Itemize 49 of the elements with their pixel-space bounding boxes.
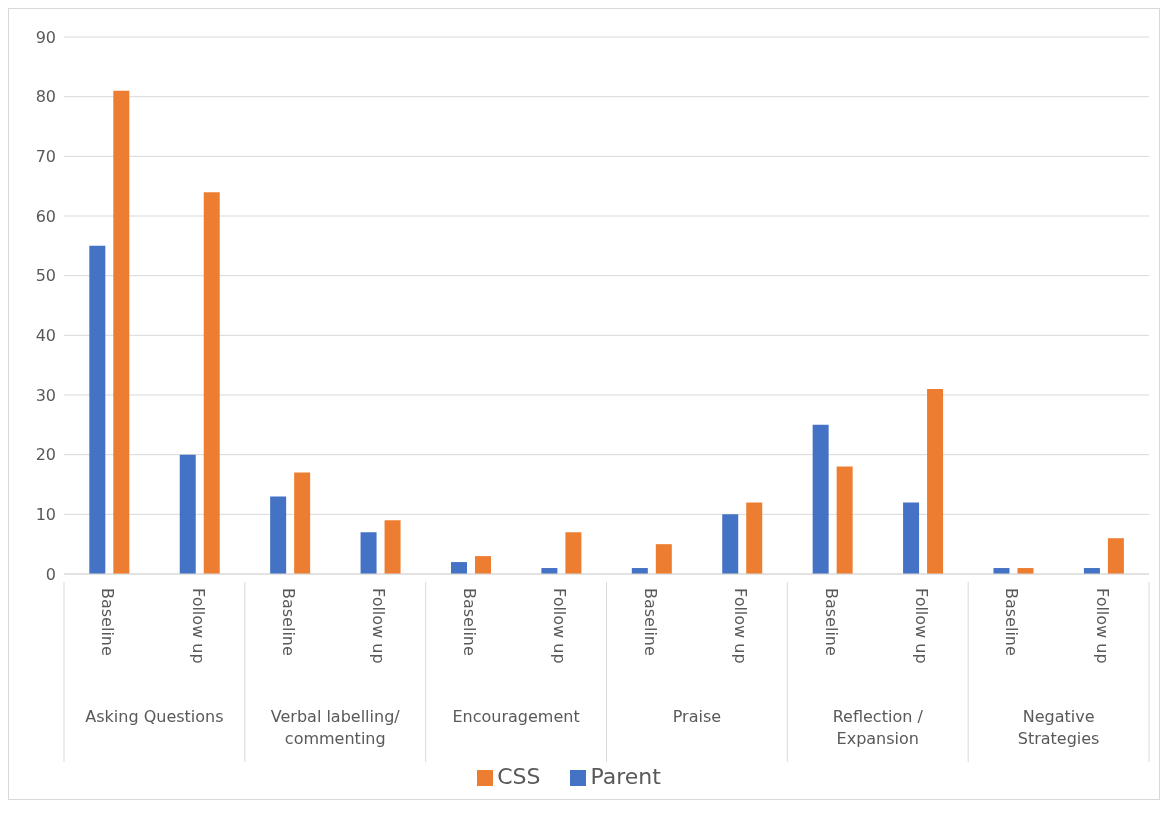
bar [179,454,196,574]
bar [384,520,401,574]
y-tick-label: 90 [35,27,56,47]
y-tick-label: 10 [35,505,56,525]
legend-label: CSS [497,764,541,789]
y-tick-label: 80 [35,87,56,107]
bar [565,532,582,574]
y-tick-label: 20 [35,445,56,465]
text: Praise [672,707,722,726]
x-tick-label: Baseline [279,588,299,656]
x-tick-label: Follow up [731,588,751,664]
bar [812,424,829,574]
x-tick-label: Follow up [1092,588,1112,664]
y-tick-label: 40 [35,326,56,346]
y-tick-label: 30 [35,385,56,405]
bar [836,466,853,574]
bar [270,496,287,574]
bar [89,245,106,574]
legend-label: Parent [590,764,661,789]
x-tick-label: Follow up [369,588,389,664]
y-tick-label: 50 [35,266,56,286]
bar [927,389,944,574]
bar [1107,538,1124,574]
x-tick-label: Follow up [188,588,208,664]
bar [360,532,377,574]
text: Verbal labelling/ commenting [270,707,401,748]
x-tick-label: Baseline [459,588,479,656]
x-tick-label: Baseline [821,588,841,656]
y-tick-label: 60 [35,206,56,226]
y-tick-label: 0 [45,564,56,584]
bar [722,514,739,574]
bar [903,502,920,574]
x-tick-label: Baseline [640,588,660,656]
x-tick-label: Follow up [550,588,570,664]
bar [450,562,467,574]
x-tick-label: Follow up [911,588,931,664]
bar [746,502,763,574]
text: Asking Questions [85,707,224,726]
bar [294,472,311,574]
x-tick-label: Baseline [1002,588,1022,656]
text: Reflection / Expansion [832,707,924,748]
text: Encouragement [452,707,580,726]
bar [655,544,672,574]
bar [203,192,220,574]
bar [113,90,130,574]
text: Negative Strategies [1017,707,1100,748]
bar [474,556,491,574]
x-tick-label: Baseline [98,588,118,656]
y-tick-label: 70 [35,147,56,167]
